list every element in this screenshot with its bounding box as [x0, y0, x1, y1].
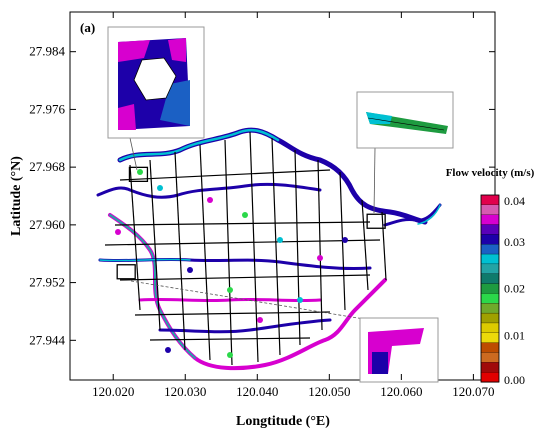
colorbar-swatch [480, 322, 500, 334]
colorbar-label: 0.00 [504, 373, 525, 387]
y-tick-label: 27.960 [29, 217, 65, 232]
y-tick-label: 27.984 [29, 44, 65, 59]
colorbar-swatch [480, 263, 500, 275]
y-tick-label: 27.952 [29, 275, 65, 290]
inset-markers [116, 166, 386, 280]
panel-label: (a) [80, 20, 95, 35]
inset-marker-box [366, 213, 386, 229]
colorbar-swatch [480, 283, 500, 294]
colorbar-swatch [480, 372, 500, 383]
x-tick-label: 120.040 [236, 384, 278, 399]
x-tick-label: 120.060 [380, 384, 422, 399]
colorbar-swatch [480, 293, 500, 304]
colorbar-label: 0.03 [504, 235, 525, 249]
x-tick-label: 120.030 [164, 384, 206, 399]
x-tick-label: 120.070 [452, 384, 494, 399]
y-tick-label: 27.968 [29, 159, 65, 174]
inset-marker-box [116, 264, 136, 280]
colorbar-labels: 0.04 0.03 0.02 0.01 0.00 [504, 194, 525, 387]
x-axis: 120.020 120.030 120.040 120.050 120.060 120.0… [92, 12, 495, 399]
colorbar-swatch [480, 362, 500, 373]
y-tick-label: 27.976 [29, 101, 65, 116]
colorbar-swatch [480, 312, 500, 324]
colorbar-swatch [480, 273, 500, 285]
y-axis-title: Latitude (°N) [9, 156, 24, 236]
colorbar-swatch [480, 253, 500, 265]
colorbar-label: 0.04 [504, 194, 525, 208]
colorbar-swatch [480, 332, 500, 344]
colorbar-frame [480, 194, 500, 383]
inset-northwest [107, 26, 205, 171]
colorbar-swatches [480, 194, 500, 383]
colorbar-label: 0.01 [504, 328, 525, 342]
colorbar-swatch [480, 194, 500, 206]
colorbar: Flow velocity (m/s) 0.04 0.03 0.02 0.01 0.00 [446, 167, 535, 387]
inset-marker-box [128, 166, 149, 183]
x-tick-label: 120.020 [92, 384, 134, 399]
y-tick-label: 27.944 [29, 332, 65, 347]
colorbar-swatch [480, 224, 500, 235]
colorbar-swatch [480, 352, 500, 363]
colorbar-title: Flow velocity (m/s) [446, 167, 535, 179]
inset-southwest [130, 280, 439, 383]
colorbar-swatch [480, 204, 500, 216]
colorbar-label: 0.02 [504, 282, 525, 296]
network-speckle [115, 169, 348, 358]
inset-east [356, 91, 454, 214]
colorbar-swatch [480, 214, 500, 226]
y-axis: 27.944 27.952 27.960 27.968 27.976 27.984 [29, 44, 495, 347]
colorbar-swatch [480, 244, 500, 255]
x-tick-label: 120.050 [308, 384, 350, 399]
network-grid [104, 131, 387, 366]
colorbar-swatch [480, 342, 500, 354]
x-axis-title: Longtitude (°E) [236, 414, 330, 429]
channel-network [96, 127, 442, 371]
colorbar-swatch [480, 234, 500, 245]
colorbar-swatch [480, 303, 500, 314]
